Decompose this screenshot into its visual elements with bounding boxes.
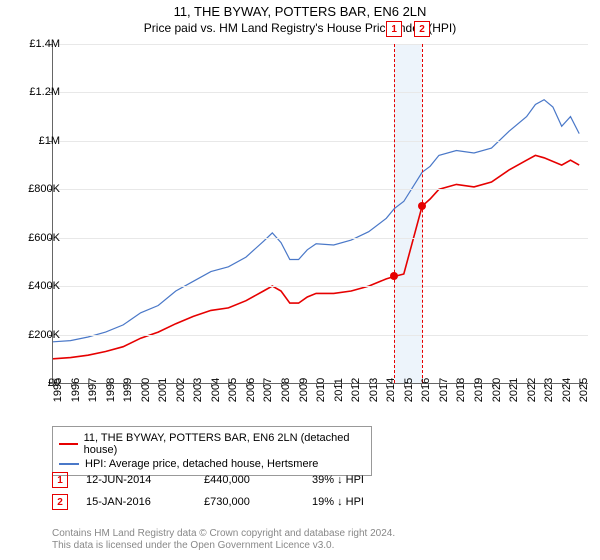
y-axis-label: £400K (12, 280, 60, 292)
chart-container: 11, THE BYWAY, POTTERS BAR, EN6 2LN Pric… (0, 0, 600, 560)
y-gridline (53, 286, 588, 287)
chart-subtitle: Price paid vs. HM Land Registry's House … (0, 19, 600, 39)
y-gridline (53, 238, 588, 239)
y-axis-label: £1M (12, 135, 60, 147)
legend-item: 11, THE BYWAY, POTTERS BAR, EN6 2LN (det… (59, 431, 365, 457)
legend-label: 11, THE BYWAY, POTTERS BAR, EN6 2LN (det… (84, 432, 365, 456)
sale-date: 15-JAN-2016 (86, 496, 186, 508)
x-axis-label: 2008 (280, 378, 292, 402)
sale-hpi-diff: 19% ↓ HPI (312, 496, 364, 508)
x-axis-label: 2017 (438, 378, 450, 402)
footer-line2: This data is licensed under the Open Gov… (52, 540, 395, 552)
x-axis-label: 2022 (526, 378, 538, 402)
x-axis-label: 2019 (473, 378, 485, 402)
x-axis-label: 2016 (420, 378, 432, 402)
x-axis-label: 2013 (368, 378, 380, 402)
sale-marker-badge: 2 (414, 21, 430, 37)
x-axis-label: 2010 (315, 378, 327, 402)
y-axis-label: £200K (12, 329, 60, 341)
plot-area: 12 (52, 44, 588, 384)
x-axis-label: 2001 (157, 378, 169, 402)
x-axis-label: 2003 (192, 378, 204, 402)
sale-marker-dot (418, 202, 426, 210)
x-axis-label: 2020 (491, 378, 503, 402)
x-axis-label: 1997 (87, 378, 99, 402)
x-axis-label: 2007 (262, 378, 274, 402)
x-axis-label: 2011 (333, 378, 345, 402)
x-axis-label: 2006 (245, 378, 257, 402)
x-axis-label: 2021 (508, 378, 520, 402)
sale-number-badge: 1 (52, 472, 68, 488)
sale-marker-dot (390, 272, 398, 280)
y-axis-label: £1.2M (12, 86, 60, 98)
x-axis-label: 2024 (561, 378, 573, 402)
x-axis-label: 2005 (227, 378, 239, 402)
x-axis-label: 1996 (70, 378, 82, 402)
y-gridline (53, 335, 588, 336)
sale-price: £440,000 (204, 474, 294, 486)
footer-attribution: Contains HM Land Registry data © Crown c… (52, 528, 395, 552)
sale-row: 1 12-JUN-2014 £440,000 39% ↓ HPI (52, 472, 364, 488)
sale-hpi-diff: 39% ↓ HPI (312, 474, 364, 486)
legend-swatch (59, 463, 79, 465)
y-axis-label: £600K (12, 232, 60, 244)
x-axis-label: 2000 (140, 378, 152, 402)
x-axis-label: 1999 (122, 378, 134, 402)
series-hpi (53, 100, 579, 342)
sale-vline (394, 44, 395, 383)
footer-line1: Contains HM Land Registry data © Crown c… (52, 528, 395, 540)
legend-swatch (59, 443, 78, 445)
line-series-svg (53, 44, 588, 383)
sale-marker-badge: 1 (386, 21, 402, 37)
sale-price: £730,000 (204, 496, 294, 508)
y-axis-label: £800K (12, 183, 60, 195)
sale-number-badge: 2 (52, 494, 68, 510)
y-gridline (53, 92, 588, 93)
y-axis-label: £1.4M (12, 38, 60, 50)
chart-title: 11, THE BYWAY, POTTERS BAR, EN6 2LN (0, 0, 600, 19)
x-axis-label: 2018 (455, 378, 467, 402)
x-axis-label: 2012 (350, 378, 362, 402)
x-axis-label: 2002 (175, 378, 187, 402)
x-axis-label: 2009 (298, 378, 310, 402)
x-axis-label: 1995 (52, 378, 64, 402)
sale-vline (422, 44, 423, 383)
y-gridline (53, 44, 588, 45)
x-axis-label: 2015 (403, 378, 415, 402)
legend-item: HPI: Average price, detached house, Hert… (59, 457, 365, 471)
x-axis-label: 1998 (105, 378, 117, 402)
legend-label: HPI: Average price, detached house, Hert… (85, 458, 318, 470)
series-property (53, 155, 579, 358)
sale-row: 2 15-JAN-2016 £730,000 19% ↓ HPI (52, 494, 364, 510)
x-axis-label: 2025 (578, 378, 590, 402)
x-axis-label: 2004 (210, 378, 222, 402)
y-gridline (53, 141, 588, 142)
legend: 11, THE BYWAY, POTTERS BAR, EN6 2LN (det… (52, 426, 372, 476)
x-axis-label: 2023 (543, 378, 555, 402)
y-gridline (53, 189, 588, 190)
sale-date: 12-JUN-2014 (86, 474, 186, 486)
x-axis-label: 2014 (385, 378, 397, 402)
